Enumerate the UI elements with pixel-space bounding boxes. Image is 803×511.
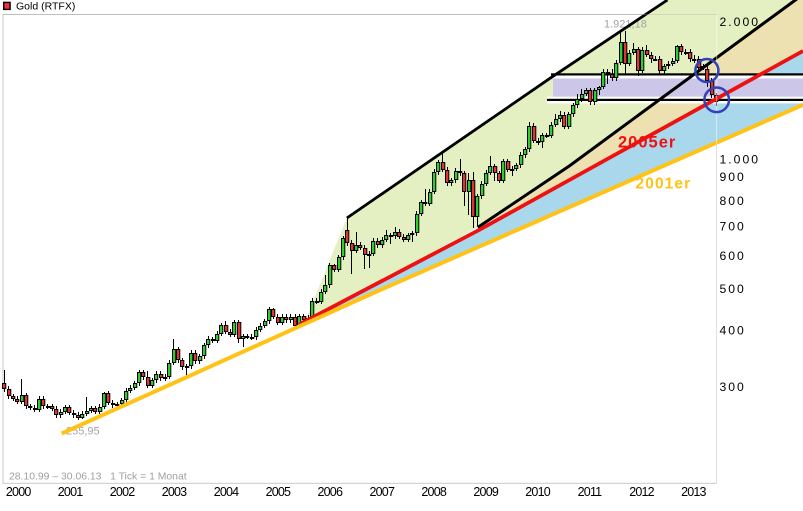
- svg-text:900: 900: [720, 170, 746, 184]
- svg-text:2001er: 2001er: [636, 175, 692, 192]
- svg-text:2011: 2011: [578, 485, 603, 499]
- svg-text:400: 400: [720, 323, 746, 337]
- svg-text:2007: 2007: [369, 485, 394, 499]
- svg-text:2000: 2000: [6, 485, 31, 499]
- svg-text:2001: 2001: [58, 485, 83, 499]
- svg-text:500: 500: [720, 282, 746, 296]
- svg-text:2005: 2005: [266, 485, 291, 499]
- svg-text:600: 600: [720, 249, 746, 263]
- svg-text:2006: 2006: [317, 485, 342, 499]
- svg-text:1.000: 1.000: [720, 153, 761, 167]
- svg-text:Gold (RTFX): Gold (RTFX): [16, 1, 75, 13]
- svg-text:2005er: 2005er: [618, 134, 676, 152]
- svg-text:2012: 2012: [629, 485, 654, 499]
- svg-text:2009: 2009: [473, 485, 498, 499]
- svg-text:2013: 2013: [681, 485, 706, 499]
- svg-text:800: 800: [720, 194, 746, 208]
- svg-text:28.10.99 – 30.06.13 1 Tick =: 28.10.99 – 30.06.13 1 Tick = 1 Monat: [9, 472, 187, 483]
- svg-text:300: 300: [720, 380, 746, 394]
- svg-text:2004: 2004: [214, 485, 239, 499]
- svg-text:2010: 2010: [525, 485, 550, 499]
- svg-text:2.000: 2.000: [720, 15, 761, 29]
- svg-text:700: 700: [720, 220, 746, 234]
- svg-text:2008: 2008: [421, 485, 446, 499]
- svg-text:2003: 2003: [162, 485, 187, 499]
- svg-text:2002: 2002: [110, 485, 135, 499]
